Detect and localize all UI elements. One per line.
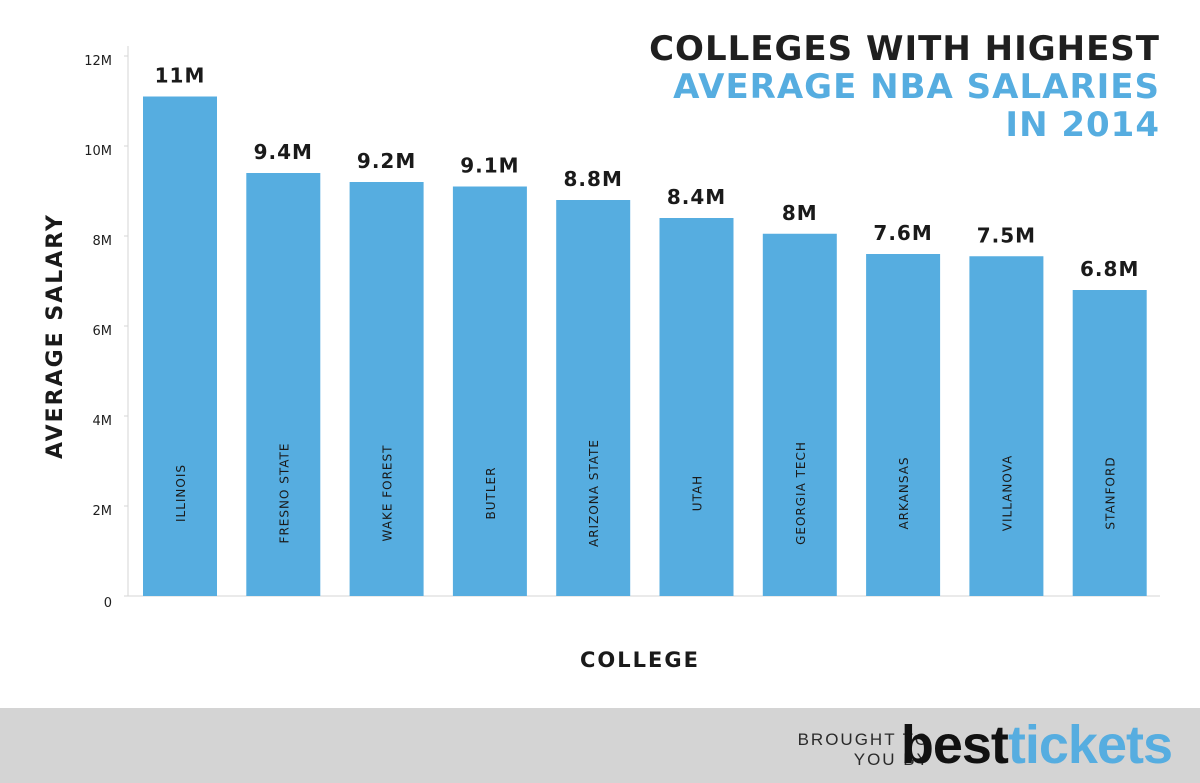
bar: [452, 186, 527, 596]
credit-line-2: YOU BY: [853, 749, 930, 769]
category-label: BUTLER: [484, 467, 498, 520]
footer-credit: BROUGHT TO YOU BY: [798, 730, 930, 769]
bar-value-label: 8.4M: [667, 185, 726, 209]
credit-line-1: BROUGHT TO: [797, 730, 930, 749]
bar-value-label: 6.8M: [1080, 257, 1139, 281]
y-tick-label: 4M: [93, 414, 113, 429]
footer-bar: BROUGHT TO YOU BY besttickets: [0, 708, 1200, 783]
y-tick-label: 10M: [84, 144, 112, 159]
bar-value-label: 9.2M: [357, 149, 416, 173]
bar: [762, 233, 837, 596]
bar-chart: 0 2M 4M 6M 8M 10M 12M AVERAGE SALARY COLLEGE 11M I…: [43, 46, 1160, 672]
bar: [866, 254, 941, 596]
bar-value-label: 7.6M: [873, 221, 932, 245]
y-tick-label: 0: [104, 596, 112, 611]
chart-title: COLLEGES WITH HIGHEST AVERAGE NBA SALARI…: [649, 32, 1160, 142]
category-label: ARIZONA STATE: [587, 439, 601, 547]
bar-value-label: 9.4M: [254, 140, 313, 164]
bar-value-label: 7.5M: [977, 223, 1036, 247]
bar-value-label: 8.8M: [564, 167, 623, 191]
y-tick-label: 8M: [93, 234, 113, 249]
category-label: GEORGIA TECH: [794, 441, 808, 545]
bar-value-label: 8M: [782, 201, 818, 225]
category-label: ARKANSAS: [897, 456, 911, 529]
bar-value-label: 9.1M: [460, 154, 519, 178]
y-axis-title: AVERAGE SALARY: [43, 213, 68, 459]
category-label: ILLINOIS: [174, 464, 188, 522]
y-tick-label: 2M: [93, 504, 113, 519]
y-tick-label: 6M: [93, 324, 113, 339]
brand-logo-part-2: tickets: [1007, 715, 1173, 775]
category-label: STANFORD: [1104, 456, 1118, 529]
bar: [659, 218, 734, 596]
bar: [969, 256, 1044, 596]
bar: [246, 173, 321, 596]
category-label: VILLANOVA: [1000, 455, 1014, 531]
y-tick-label: 12M: [84, 54, 112, 69]
x-axis-title: COLLEGE: [580, 648, 700, 672]
category-label: WAKE FOREST: [381, 445, 395, 542]
title-line-1: COLLEGES WITH HIGHEST: [649, 29, 1160, 69]
category-label: FRESNO STATE: [277, 443, 291, 544]
bar: [1072, 290, 1147, 596]
bar-value-label: 11M: [155, 64, 206, 88]
bar: [556, 200, 631, 596]
brand-logo: besttickets: [900, 715, 1173, 775]
title-line-2: AVERAGE NBA SALARIES: [673, 67, 1160, 107]
bar: [349, 182, 424, 596]
bar: [143, 96, 217, 596]
category-label: UTAH: [691, 475, 705, 511]
brand-logo-part-1: best: [900, 715, 1009, 775]
title-line-3: IN 2014: [1005, 105, 1160, 145]
